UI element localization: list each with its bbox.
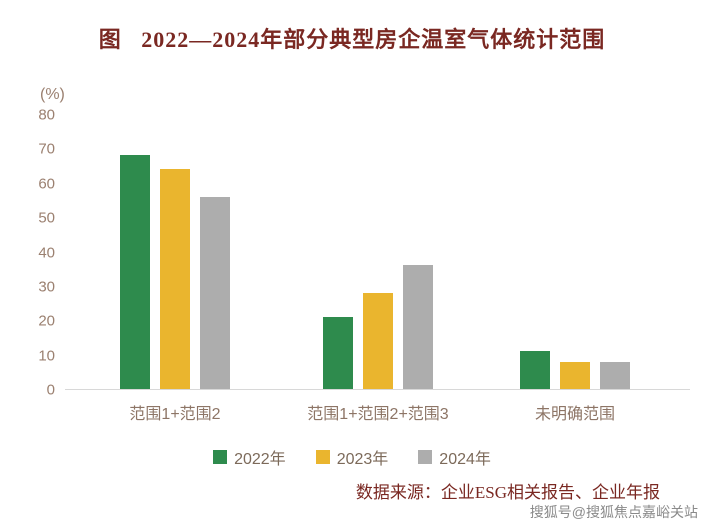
bar — [323, 316, 353, 389]
legend-swatch — [213, 450, 228, 464]
y-tick-label: 50 — [38, 209, 55, 227]
bar-group — [323, 265, 433, 389]
bar-group — [120, 155, 230, 389]
plot-area: 0 10 20 30 40 50 60 70 80 — [38, 108, 690, 398]
x-axis-category-labels: 范围1+范围2 范围1+范围2+范围3 未明确范围 — [65, 400, 690, 424]
y-tick-label: 70 — [38, 140, 55, 158]
x-category-label: 范围1+范围2+范围3 — [307, 406, 449, 423]
y-tick-label: 0 — [46, 381, 55, 399]
x-axis-line — [65, 389, 690, 390]
legend-item: 2022年 — [213, 445, 286, 469]
chart-legend: 2022年 2023年 2024年 — [0, 445, 704, 469]
y-tick-label: 30 — [38, 278, 55, 296]
watermark-text: 搜狐号@搜狐焦点嘉峪关站 — [529, 504, 698, 520]
bar — [560, 361, 590, 389]
y-tick-label: 20 — [38, 312, 55, 330]
legend-swatch — [315, 450, 330, 464]
bar — [160, 169, 190, 389]
y-axis-unit-label: (%) — [40, 86, 65, 103]
bar — [200, 196, 230, 389]
bar — [403, 265, 433, 389]
bar — [120, 155, 150, 389]
chart-title: 图 2022—2024年部分典型房企温室气体统计范围 — [98, 27, 606, 52]
legend-label: 2023年 — [336, 451, 389, 468]
legend-label: 2024年 — [439, 451, 491, 468]
y-tick-label: 60 — [38, 175, 55, 193]
x-category-label: 未明确范围 — [534, 406, 616, 423]
bar — [600, 361, 630, 389]
y-tick-label: 10 — [38, 347, 55, 365]
data-source-note: 数据来源：企业ESG相关报告、企业年报 — [355, 483, 660, 502]
legend-label: 2022年 — [234, 451, 286, 468]
y-tick-label: 80 — [38, 106, 55, 124]
legend-item: 2023年 — [315, 445, 389, 469]
legend-item: 2024年 — [418, 445, 491, 469]
bar — [520, 351, 550, 389]
x-category-label: 范围1+范围2 — [129, 406, 221, 423]
y-tick-label: 40 — [38, 244, 55, 261]
bar-group — [520, 351, 630, 389]
bar — [363, 292, 393, 389]
legend-swatch — [418, 450, 433, 464]
